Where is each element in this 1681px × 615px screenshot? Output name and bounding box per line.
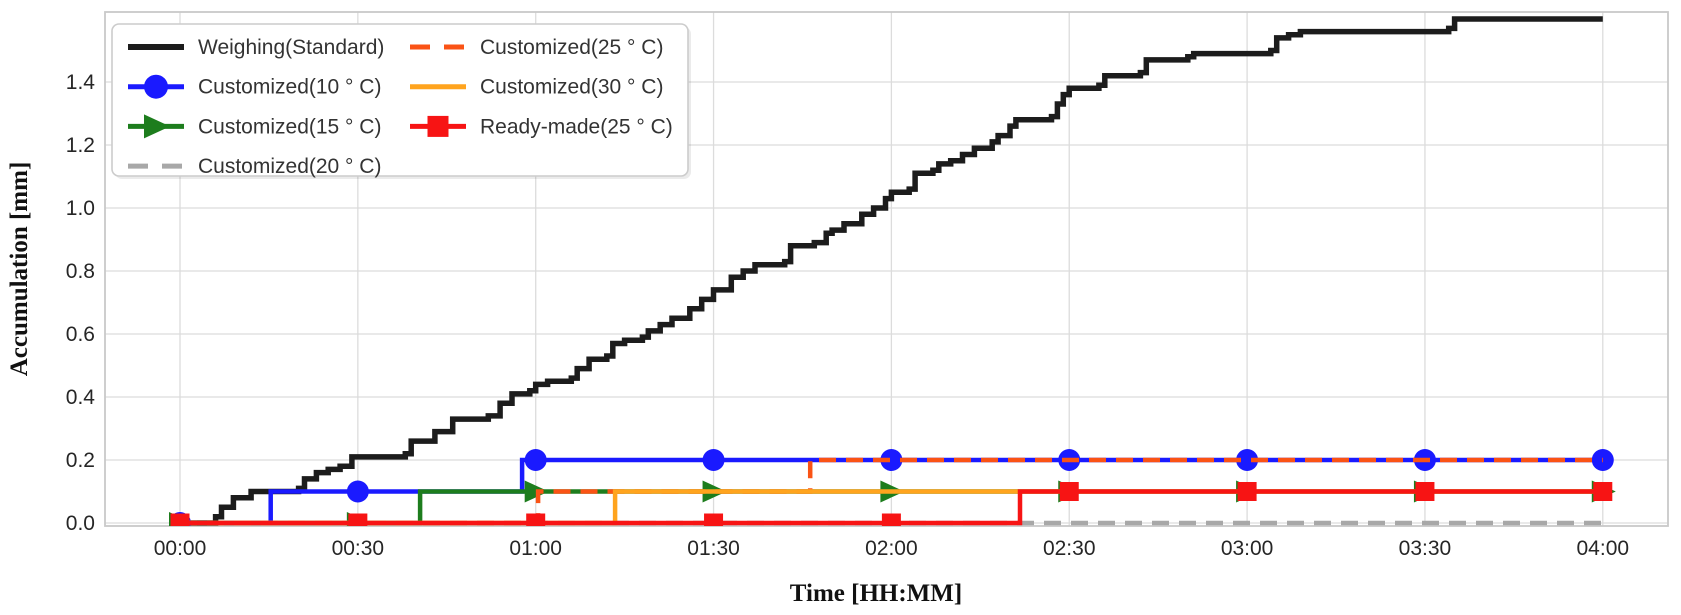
legend-item-customized-20-c-: Customized(20 ° C) xyxy=(128,155,381,178)
x-tick-label-03:30: 03:30 xyxy=(1399,537,1452,560)
legend-label: Customized(15 ° C) xyxy=(198,115,381,138)
legend-item-ready-made-25-c-: Ready-made(25 ° C) xyxy=(410,115,673,138)
legend-label: Customized(30 ° C) xyxy=(480,76,663,99)
legend-swatch-triangle-marker xyxy=(144,114,170,139)
x-tick-label-00:30: 00:30 xyxy=(332,537,385,560)
y-tick-label-1.0: 1.0 xyxy=(66,197,95,220)
marker-circle-customized-10-c- xyxy=(524,449,547,471)
marker-square-ready-made-25-c- xyxy=(170,513,190,526)
legend-swatch-square-marker xyxy=(427,115,449,137)
legend-item-weighing-standard-: Weighing(Standard) xyxy=(128,36,384,59)
marker-circle-customized-10-c- xyxy=(346,480,369,503)
x-axis-title: Time [HH:MM] xyxy=(790,580,962,607)
marker-square-ready-made-25-c- xyxy=(1059,482,1079,501)
y-tick-label-0.4: 0.4 xyxy=(66,386,96,409)
legend-item-customized-10-c-: Customized(10 ° C) xyxy=(128,74,381,99)
legend-label: Weighing(Standard) xyxy=(198,36,384,59)
marker-square-ready-made-25-c- xyxy=(881,513,901,526)
legend-label: Customized(25 ° C) xyxy=(480,36,663,59)
marker-square-ready-made-25-c- xyxy=(1415,482,1435,501)
legend-label: Customized(10 ° C) xyxy=(198,76,381,99)
marker-circle-customized-10-c- xyxy=(1236,449,1259,471)
y-axis-title: Accumulation [mm] xyxy=(6,162,33,377)
x-tick-label-02:30: 02:30 xyxy=(1043,537,1096,560)
tick-layer: 00:00 00:30 01:00 01:30 02:00 02:30 03:00 03:30… xyxy=(66,71,1629,560)
marker-circle-customized-10-c- xyxy=(880,449,903,471)
y-tick-label-0.8: 0.8 xyxy=(66,260,95,283)
x-tick-label-04:00: 04:00 xyxy=(1577,537,1630,560)
marker-square-ready-made-25-c- xyxy=(1593,482,1613,501)
x-tick-label-03:00: 03:00 xyxy=(1221,537,1274,560)
series-line-ready-made-25-c- xyxy=(180,489,1603,526)
marker-square-ready-made-25-c- xyxy=(526,513,546,526)
legend-item-customized-15-c-: Customized(15 ° C) xyxy=(128,114,381,139)
marker-square-ready-made-25-c- xyxy=(704,513,724,526)
x-tick-label-00:00: 00:00 xyxy=(154,537,207,560)
series-line-weighing-standard- xyxy=(180,16,1603,526)
legend-item-customized-30-c-: Customized(30 ° C) xyxy=(410,76,663,99)
legend: Weighing(Standard) Customized(10 ° C) Cust… xyxy=(111,23,691,179)
legend-box xyxy=(111,23,689,177)
marker-square-ready-made-25-c- xyxy=(348,513,368,526)
marker-square-ready-made-25-c- xyxy=(1237,482,1257,501)
series-layer xyxy=(169,16,1616,526)
x-tick-label-01:30: 01:30 xyxy=(687,537,740,560)
legend-label: Customized(20 ° C) xyxy=(198,155,381,178)
y-tick-label-0.2: 0.2 xyxy=(66,449,95,472)
x-tick-label-02:00: 02:00 xyxy=(865,537,918,560)
y-tick-label-1.2: 1.2 xyxy=(66,134,95,157)
x-tick-label-01:00: 01:00 xyxy=(509,537,562,560)
legend-label: Ready-made(25 ° C) xyxy=(480,115,673,138)
legend-item-customized-25-c-: Customized(25 ° C) xyxy=(410,36,663,59)
marker-circle-customized-10-c- xyxy=(702,449,725,471)
y-tick-label-0.6: 0.6 xyxy=(66,323,95,346)
legend-swatch-circle-marker xyxy=(144,74,168,99)
y-tick-label-0.0: 0.0 xyxy=(66,512,95,535)
y-tick-label-1.4: 1.4 xyxy=(66,71,96,94)
